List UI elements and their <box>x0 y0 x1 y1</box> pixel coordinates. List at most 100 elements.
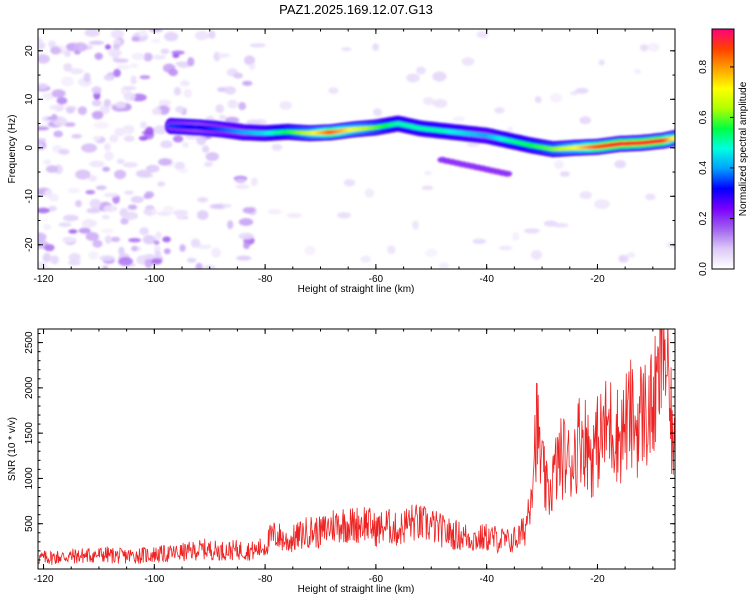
colorbar-cell <box>712 185 734 188</box>
spectrogram-noise-blob <box>48 40 56 49</box>
spectrogram-noise-blob <box>498 245 513 251</box>
spectrogram-y-axis: -20 -10 0 10 20 <box>24 45 675 270</box>
spectrogram-noise-blob <box>122 124 135 135</box>
colorbar-cell <box>712 79 734 82</box>
spectrogram-noise-blob <box>123 86 137 91</box>
spectrogram-noise-blob <box>424 170 432 176</box>
spectrogram-noise-blob <box>531 250 543 260</box>
spectrogram-noise-blob <box>89 198 102 209</box>
colorbar-label: Normalized spectral amplitude <box>738 81 749 216</box>
spectrogram-noise-blob <box>120 217 129 225</box>
colorbar-cell <box>712 133 734 136</box>
spectrogram-noise-blob <box>579 191 592 200</box>
colorbar-cell <box>712 99 734 102</box>
spectrogram-noise-blob <box>116 158 125 165</box>
spectrogram-noise-blob <box>373 108 383 117</box>
colorbar-cell <box>712 53 734 56</box>
spectrogram-noise-blob <box>135 169 152 178</box>
spectrogram-noise-blob <box>68 229 78 234</box>
spectrogram-noise-blob <box>129 63 139 69</box>
colorbar-cell <box>712 143 734 146</box>
spectrogram-noise-blob <box>114 127 126 137</box>
spectrogram-x-label: Height of straight line (km) <box>298 284 415 295</box>
spectrogram-noise-blob <box>158 99 171 106</box>
spectrogram-noise-blob <box>95 185 107 191</box>
colorbar-cell <box>712 163 734 166</box>
spectrogram-noise-blob <box>246 119 261 126</box>
colorbar-cell <box>712 67 734 70</box>
spectrogram-noise-blob <box>217 53 230 58</box>
colorbar-tick-label: 0.4 <box>698 161 709 175</box>
colorbar-cell <box>712 173 734 176</box>
spectrogram-noise-blob <box>138 29 148 37</box>
colorbar: 0.0 0.2 0.4 0.6 0.8 Normalized spectral ampl… <box>698 28 749 276</box>
colorbar-cell <box>712 107 734 110</box>
spectrogram-noise-blob <box>387 245 396 255</box>
colorbar-tick-label: 0.6 <box>698 110 709 124</box>
colorbar-cell <box>712 171 734 174</box>
spectrogram-noise-blob <box>328 87 339 94</box>
snr-x-tick-label: -20 <box>590 574 605 585</box>
spectrogram-noise-blob <box>647 42 660 52</box>
spectrogram-noise-blob <box>151 38 161 44</box>
spectrogram-noise-blob <box>58 148 70 155</box>
spectrogram-noise-blob <box>523 228 540 234</box>
spectrogram-noise-blob <box>44 189 53 198</box>
spectrogram-noise-blob <box>43 223 52 231</box>
spectrogram-noise-blob <box>92 136 101 141</box>
colorbar-cell <box>712 201 734 204</box>
colorbar-cell <box>712 267 734 270</box>
spectrogram-noise-blob <box>341 47 352 52</box>
spectrogram-noise-blob <box>130 75 137 85</box>
spectrogram-noise-blob <box>139 75 151 80</box>
snr-y-tick-label: 500 <box>24 515 35 532</box>
snr-x-tick-label: -80 <box>258 574 273 585</box>
spectrogram-noise-blob <box>208 30 216 39</box>
colorbar-cell <box>712 89 734 92</box>
colorbar-cell <box>712 113 734 116</box>
spectrogram-x-tick-label: -80 <box>258 274 273 285</box>
colorbar-cell <box>712 105 734 108</box>
colorbar-cell <box>712 29 734 32</box>
colorbar-cell <box>712 57 734 60</box>
spectrogram-noise-blob <box>204 161 213 168</box>
spectrogram-noise-blob <box>236 255 252 261</box>
colorbar-cell <box>712 199 734 202</box>
colorbar-cell <box>712 247 734 250</box>
spectrogram-noise-blob <box>114 169 127 180</box>
spectrogram-noise-blob <box>151 258 163 265</box>
spectrogram-noise-blob <box>75 169 91 180</box>
spectrogram-noise-blob <box>153 240 160 246</box>
spectrogram-noise-blob <box>494 107 505 114</box>
colorbar-cell <box>712 75 734 78</box>
spectrogram-noise-blob <box>93 121 110 129</box>
spectrogram-noise-blob <box>102 166 110 172</box>
colorbar-cell <box>712 103 734 106</box>
colorbar-cell <box>712 117 734 120</box>
spectrogram-noise-blob <box>83 72 91 83</box>
spectrogram-noise-blob <box>406 73 420 83</box>
spectrogram-noise-blob <box>238 232 254 240</box>
spectrogram-noise-blob <box>172 53 180 58</box>
spectrogram-noise-blob <box>163 248 171 255</box>
spectrogram-noise-blob <box>123 92 136 101</box>
spectrogram-noise-blob <box>88 251 99 260</box>
spectrogram-noise-blob <box>145 164 160 173</box>
spectrogram-noise-blob <box>197 244 212 250</box>
snr-x-tick-label: -120 <box>34 574 54 585</box>
spectrogram-noise-blob <box>94 52 103 60</box>
spectrogram-noise-blob <box>50 46 61 55</box>
spectrogram-noise-blob <box>86 207 101 214</box>
colorbar-cell <box>712 119 734 122</box>
colorbar-cell <box>712 55 734 58</box>
spectrogram-noise-blob <box>182 141 189 148</box>
spectrogram-noise-blob <box>144 258 153 269</box>
spectrogram-noise-blob <box>183 88 193 98</box>
spectrogram-noise-blobs <box>38 29 675 269</box>
snr-y-tick-label: 2000 <box>24 376 35 399</box>
spectrogram-noise-blob <box>38 83 49 90</box>
colorbar-cell <box>712 259 734 262</box>
spectrogram-noise-blob <box>104 235 112 244</box>
spectrogram-noise-blob <box>271 143 283 151</box>
